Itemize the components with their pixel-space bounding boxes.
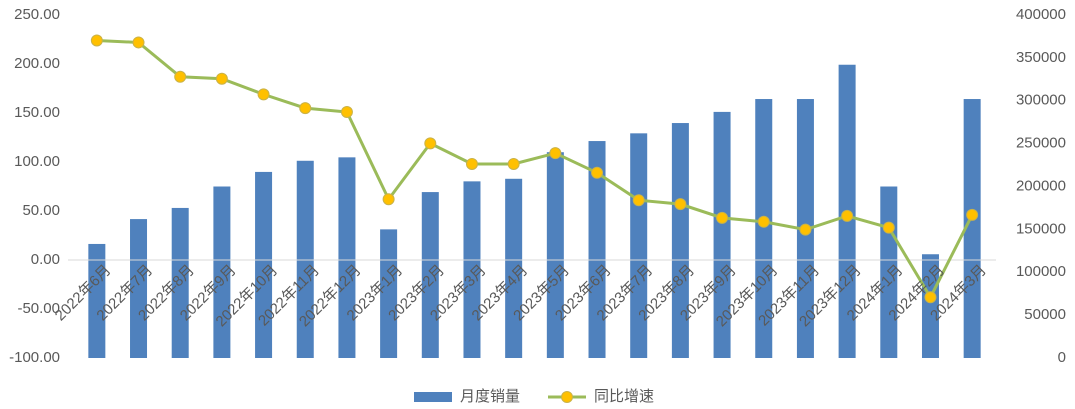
bar	[255, 171, 273, 358]
marker	[924, 291, 937, 304]
bar	[546, 152, 564, 358]
marker	[757, 215, 770, 228]
bar	[213, 186, 231, 358]
y2-tick-label: 50000	[1024, 306, 1066, 323]
bar	[463, 181, 481, 358]
bar	[671, 123, 689, 358]
marker	[299, 102, 312, 115]
marker	[340, 106, 353, 119]
bar	[755, 99, 773, 358]
y-tick-label: -100.00	[9, 349, 60, 366]
marker	[882, 221, 895, 234]
y-tick-label: 50.00	[22, 202, 60, 219]
y2-tick-label: 200000	[1016, 177, 1066, 194]
line	[96, 38, 974, 301]
y2-tick-label: 100000	[1016, 263, 1066, 280]
marker	[716, 211, 729, 224]
marker	[132, 36, 145, 49]
y2-tick-label: 150000	[1016, 220, 1066, 237]
legend-label: 月度销量	[460, 388, 520, 405]
y2-tick-label: 400000	[1016, 6, 1066, 23]
y-tick-label: 0.00	[31, 251, 60, 268]
marker	[841, 209, 854, 222]
bar	[421, 192, 439, 358]
marker	[549, 147, 562, 160]
y2-tick-label: 250000	[1016, 135, 1066, 152]
marker	[799, 223, 812, 236]
bar	[505, 178, 523, 358]
y-tick-label: -50.00	[17, 300, 60, 317]
y-tick-label: 100.00	[14, 153, 60, 170]
bar	[130, 219, 148, 358]
bar	[630, 133, 648, 358]
y2-tick-label: 300000	[1016, 92, 1066, 109]
bar	[921, 254, 939, 358]
y-tick-label: 250.00	[14, 6, 60, 23]
marker	[90, 34, 103, 47]
marker	[507, 157, 520, 170]
marker	[215, 72, 228, 85]
legend-label: 同比增速	[594, 388, 654, 405]
marker	[257, 88, 270, 101]
y-tick-label: 200.00	[14, 55, 60, 72]
y2-tick-label: 350000	[1016, 49, 1066, 66]
y-tick-label: 150.00	[14, 104, 60, 121]
marker	[382, 193, 395, 206]
bar	[338, 157, 356, 358]
marker	[674, 198, 687, 211]
marker	[174, 70, 187, 83]
marker	[632, 194, 645, 207]
marker	[591, 166, 604, 179]
legend-swatch	[561, 391, 573, 403]
bar	[713, 111, 731, 359]
bar	[171, 207, 189, 358]
bar	[88, 243, 106, 358]
y2-tick-label: 0	[1058, 349, 1066, 366]
legend-swatch	[414, 392, 452, 402]
bar	[963, 99, 981, 358]
marker	[465, 157, 478, 170]
marker	[966, 208, 979, 221]
bar	[380, 229, 398, 358]
bar	[296, 160, 314, 358]
marker	[424, 137, 437, 150]
bar	[588, 141, 606, 358]
